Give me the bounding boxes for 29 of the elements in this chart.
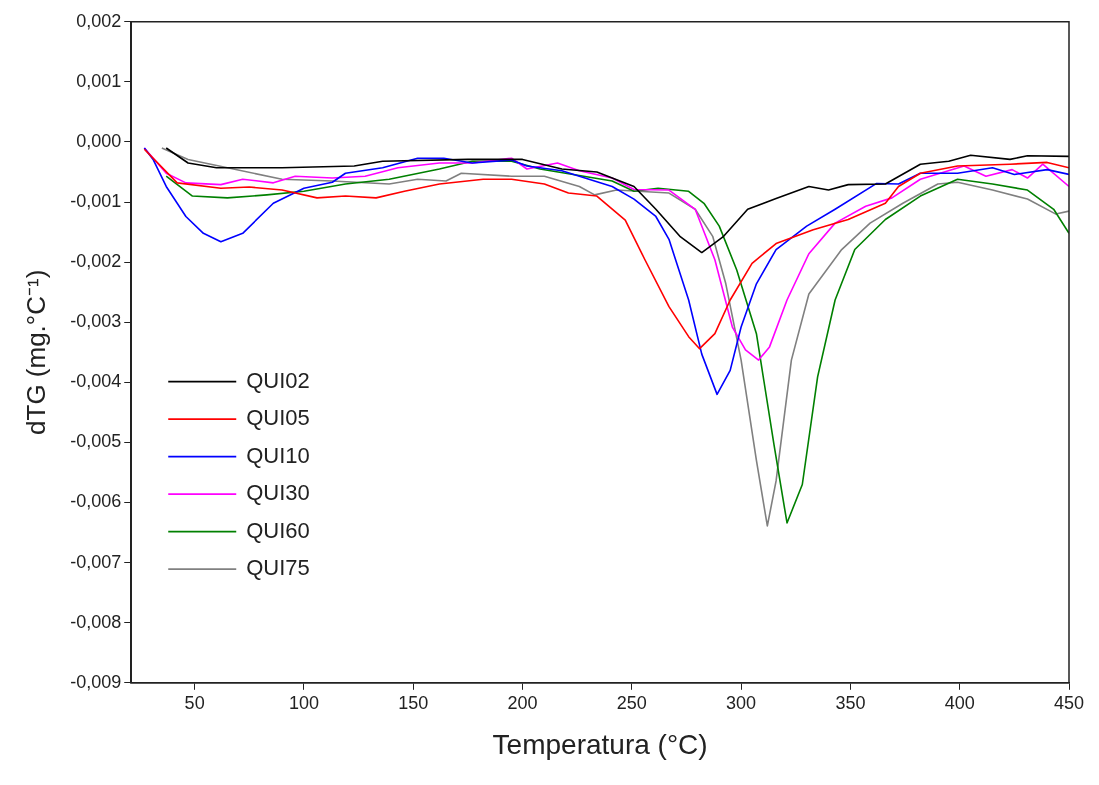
y-tick-label: -0,009: [70, 671, 122, 692]
x-tick-label: 150: [398, 692, 429, 713]
y-tick-label: -0,002: [70, 251, 122, 272]
y-tick-label: 0,002: [76, 10, 122, 31]
x-tick-label: 200: [507, 692, 538, 713]
y-tick-label: -0,004: [70, 371, 122, 392]
y-tick-label: -0,008: [70, 611, 122, 632]
x-tick-label: 450: [1053, 692, 1085, 713]
x-tick-label: 50: [184, 692, 205, 713]
x-tick-label: 100: [288, 692, 319, 713]
legend-label: QUI05: [246, 405, 310, 431]
x-tick-label: 300: [726, 692, 757, 713]
x-tick-label: 350: [835, 692, 866, 713]
y-tick-label: -0,006: [70, 491, 122, 512]
y-tick-label: 0,000: [76, 130, 122, 151]
x-axis-title: Temperatura (°C): [492, 728, 708, 760]
legend-label: QUI10: [246, 442, 310, 468]
legend-label: QUI60: [246, 517, 310, 543]
y-tick-label: -0,001: [70, 191, 122, 212]
legend-label: QUI75: [246, 555, 310, 581]
x-tick-label: 250: [616, 692, 647, 713]
legend-label: QUI02: [246, 367, 310, 393]
y-tick-label: -0,005: [70, 431, 122, 452]
y-tick-label: -0,007: [70, 551, 122, 572]
y-tick-label: 0,001: [76, 70, 122, 91]
y-tick-label: -0,003: [70, 311, 122, 332]
x-tick-label: 400: [944, 692, 975, 713]
y-axis-title: dTG (mg.°C⁻¹): [20, 269, 51, 435]
legend-label: QUI30: [246, 480, 310, 506]
